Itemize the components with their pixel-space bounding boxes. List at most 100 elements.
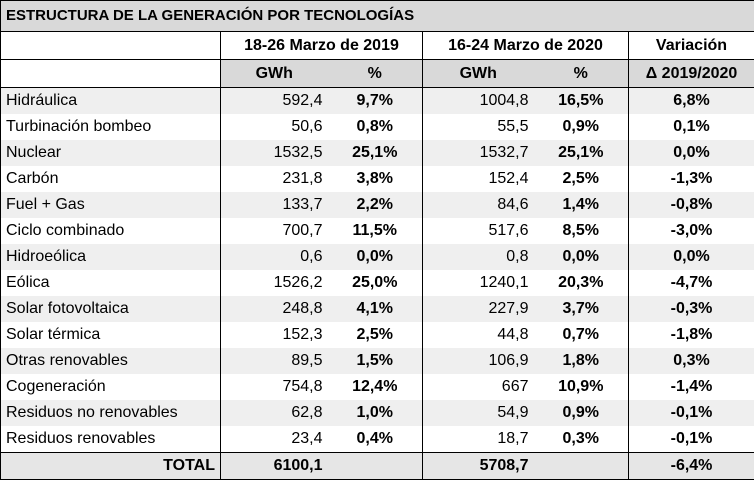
total-variation: -6,4% — [628, 452, 754, 480]
variation-value: -1,8% — [670, 326, 713, 343]
pct2-value: 20,3% — [533, 270, 629, 296]
pct2-value: 16,5% — [533, 87, 629, 114]
pct1-value: 2,2% — [327, 192, 423, 218]
pct2-value: 8,5% — [533, 218, 629, 244]
gwh2-value: 55,5 — [497, 118, 529, 135]
gwh1-value: 89,5 — [220, 348, 328, 374]
gwh2-value: 667 — [501, 378, 529, 395]
pct2-value: 0,9% — [533, 114, 629, 140]
table-row: Carbón 231,8 3,8% 152,4 2,5% -1,3% — [0, 166, 754, 192]
pct2-value: 1,4% — [533, 192, 629, 218]
tech-label: Fuel + Gas — [0, 192, 221, 218]
tech-label: Turbinación bombeo — [0, 114, 221, 140]
gwh1-value: 1532,5 — [220, 140, 328, 166]
variation-value: 0,0% — [628, 244, 754, 270]
pct1-value: 9,7% — [327, 87, 423, 114]
period-header-row: 18-26 Marzo de 2019 16-24 Marzo de 2020 … — [0, 31, 754, 60]
empty-header-cell — [0, 31, 221, 60]
table-row: Hidráulica 592,4 9,7% 1004,8 16,5% 6,8% — [0, 87, 754, 114]
pct2-value: 3,7% — [533, 296, 629, 322]
pct2-value: 0,7% — [533, 322, 629, 348]
pct1-value: 1,5% — [327, 348, 423, 374]
table-row: Solar fotovoltaica 248,8 4,1% 227,9 3,7% -0,3… — [0, 296, 754, 322]
tech-label: Ciclo combinado — [0, 218, 221, 244]
pct2-header: % — [533, 59, 629, 88]
table-row: Hidroeólica 0,6 0,0% 0,8 0,0% 0,0% — [0, 244, 754, 270]
gwh2-value: 18,7 — [497, 430, 529, 447]
pct1-value: 3,8% — [327, 166, 423, 192]
table-title-row: ESTRUCTURA DE LA GENERACIÓN POR TECNOLOG… — [0, 0, 754, 32]
gwh2-value: 1240,1 — [479, 274, 529, 291]
pct2-value: 0,9% — [533, 400, 629, 426]
gwh2-value: 517,6 — [488, 222, 529, 239]
pct2-value: 25,1% — [533, 140, 629, 166]
gwh2-value: 44,8 — [497, 326, 529, 343]
tech-label: Otras renovables — [0, 348, 221, 374]
pct1-value: 0,0% — [327, 244, 423, 270]
total-row: TOTAL 6100,1 5708,7 -6,4% — [0, 452, 754, 480]
variation-value: 0,0% — [628, 140, 754, 166]
gwh2-value: 152,4 — [488, 170, 529, 187]
pct1-value: 25,1% — [327, 140, 423, 166]
pct2-value: 0,3% — [533, 426, 629, 453]
variation-value: -0,1% — [670, 430, 713, 447]
gwh2-value: 0,8 — [422, 244, 534, 270]
variation-header: Variación — [628, 31, 754, 60]
gwh1-value: 1526,2 — [273, 274, 323, 291]
period2-header: 16-24 Marzo de 2020 — [422, 31, 629, 60]
table-row: Eólica 1526,2 25,0% 1240,1 20,3% -4,7% — [0, 270, 754, 296]
gwh1-value: 50,6 — [291, 118, 323, 135]
total-gwh1: 6100,1 — [220, 452, 328, 480]
gwh1-value: 700,7 — [282, 222, 323, 239]
pct1-value: 11,5% — [327, 218, 423, 244]
period1-header: 18-26 Marzo de 2019 — [220, 31, 423, 60]
tech-label: Nuclear — [0, 140, 221, 166]
table-row: Solar térmica 152,3 2,5% 44,8 0,7% -1,8% — [0, 322, 754, 348]
tech-label: Solar térmica — [0, 322, 221, 348]
total-pct2 — [533, 452, 629, 480]
variation-value: -4,7% — [670, 274, 713, 291]
table-row: Turbinación bombeo 50,6 0,8% 55,5 0,9% 0,1% — [0, 114, 754, 140]
tech-label: Hidráulica — [0, 87, 221, 114]
gwh2-value: 106,9 — [422, 348, 534, 374]
delta-header: Δ 2019/2020 — [628, 59, 754, 88]
variation-value: -1,3% — [670, 170, 713, 187]
table-row: Cogeneración 754,8 12,4% 667 10,9% -1,4% — [0, 374, 754, 400]
variation-value: -0,8% — [628, 192, 754, 218]
total-pct1 — [327, 452, 423, 480]
total-label: TOTAL — [0, 452, 221, 480]
gwh1-value: 248,8 — [220, 296, 328, 322]
pct1-value: 12,4% — [327, 374, 423, 400]
table-row: Residuos no renovables 62,8 1,0% 54,9 0,9% -0… — [0, 400, 754, 426]
pct1-value: 25,0% — [327, 270, 423, 296]
gwh1-value: 62,8 — [220, 400, 328, 426]
variation-value: -3,0% — [670, 222, 713, 239]
pct2-value: 0,0% — [533, 244, 629, 270]
table-row: Ciclo combinado 700,7 11,5% 517,6 8,5% -3,0% — [0, 218, 754, 244]
variation-value: -0,1% — [628, 400, 754, 426]
gwh1-value: 0,6 — [220, 244, 328, 270]
pct2-value: 10,9% — [533, 374, 629, 400]
gwh1-value: 754,8 — [282, 378, 323, 395]
tech-label: Carbón — [0, 166, 221, 192]
tech-label: Solar fotovoltaica — [0, 296, 221, 322]
pct1-value: 2,5% — [327, 322, 423, 348]
variation-value: 6,8% — [628, 87, 754, 114]
gwh1-value: 152,3 — [282, 326, 323, 343]
variation-value: -0,3% — [628, 296, 754, 322]
gwh1-value: 133,7 — [220, 192, 328, 218]
tech-label: Residuos renovables — [0, 426, 221, 453]
table-row: Residuos renovables 23,4 0,4% 18,7 0,3% -0,1% — [0, 426, 754, 453]
gwh2-header: GWh — [422, 59, 534, 88]
empty-unit-cell — [0, 59, 221, 88]
table-body: Hidráulica 592,4 9,7% 1004,8 16,5% 6,8% Turbin… — [0, 87, 754, 453]
pct1-value: 0,4% — [327, 426, 423, 453]
pct1-value: 4,1% — [327, 296, 423, 322]
tech-label: Eólica — [0, 270, 221, 296]
table-title: ESTRUCTURA DE LA GENERACIÓN POR TECNOLOG… — [0, 0, 754, 32]
gwh2-value: 54,9 — [422, 400, 534, 426]
gwh2-value: 1532,7 — [422, 140, 534, 166]
unit-header-row: GWh % GWh % Δ 2019/2020 — [0, 59, 754, 88]
pct2-value: 1,8% — [533, 348, 629, 374]
